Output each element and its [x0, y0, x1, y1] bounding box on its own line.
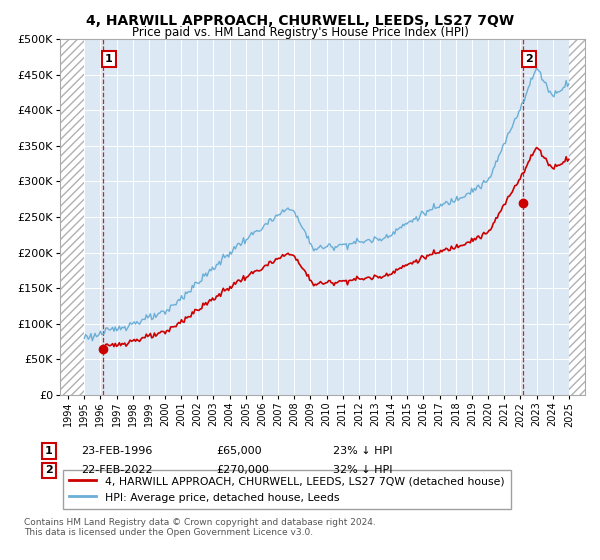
Text: £270,000: £270,000: [216, 465, 269, 475]
Text: 22-FEB-2022: 22-FEB-2022: [81, 465, 152, 475]
Text: Price paid vs. HM Land Registry's House Price Index (HPI): Price paid vs. HM Land Registry's House …: [131, 26, 469, 39]
Text: 2: 2: [525, 54, 533, 64]
Legend: 4, HARWILL APPROACH, CHURWELL, LEEDS, LS27 7QW (detached house), HPI: Average pr: 4, HARWILL APPROACH, CHURWELL, LEEDS, LS…: [63, 469, 511, 509]
Text: 23-FEB-1996: 23-FEB-1996: [81, 446, 152, 456]
Text: 4, HARWILL APPROACH, CHURWELL, LEEDS, LS27 7QW: 4, HARWILL APPROACH, CHURWELL, LEEDS, LS…: [86, 14, 514, 28]
Text: 32% ↓ HPI: 32% ↓ HPI: [333, 465, 392, 475]
Bar: [60, 39, 84, 395]
Text: 1: 1: [105, 54, 113, 64]
Text: Contains HM Land Registry data © Crown copyright and database right 2024.
This d: Contains HM Land Registry data © Crown c…: [24, 518, 376, 538]
Text: 2: 2: [45, 465, 53, 475]
Text: 23% ↓ HPI: 23% ↓ HPI: [333, 446, 392, 456]
Bar: [569, 39, 585, 395]
Text: 1: 1: [45, 446, 53, 456]
Text: £65,000: £65,000: [216, 446, 262, 456]
